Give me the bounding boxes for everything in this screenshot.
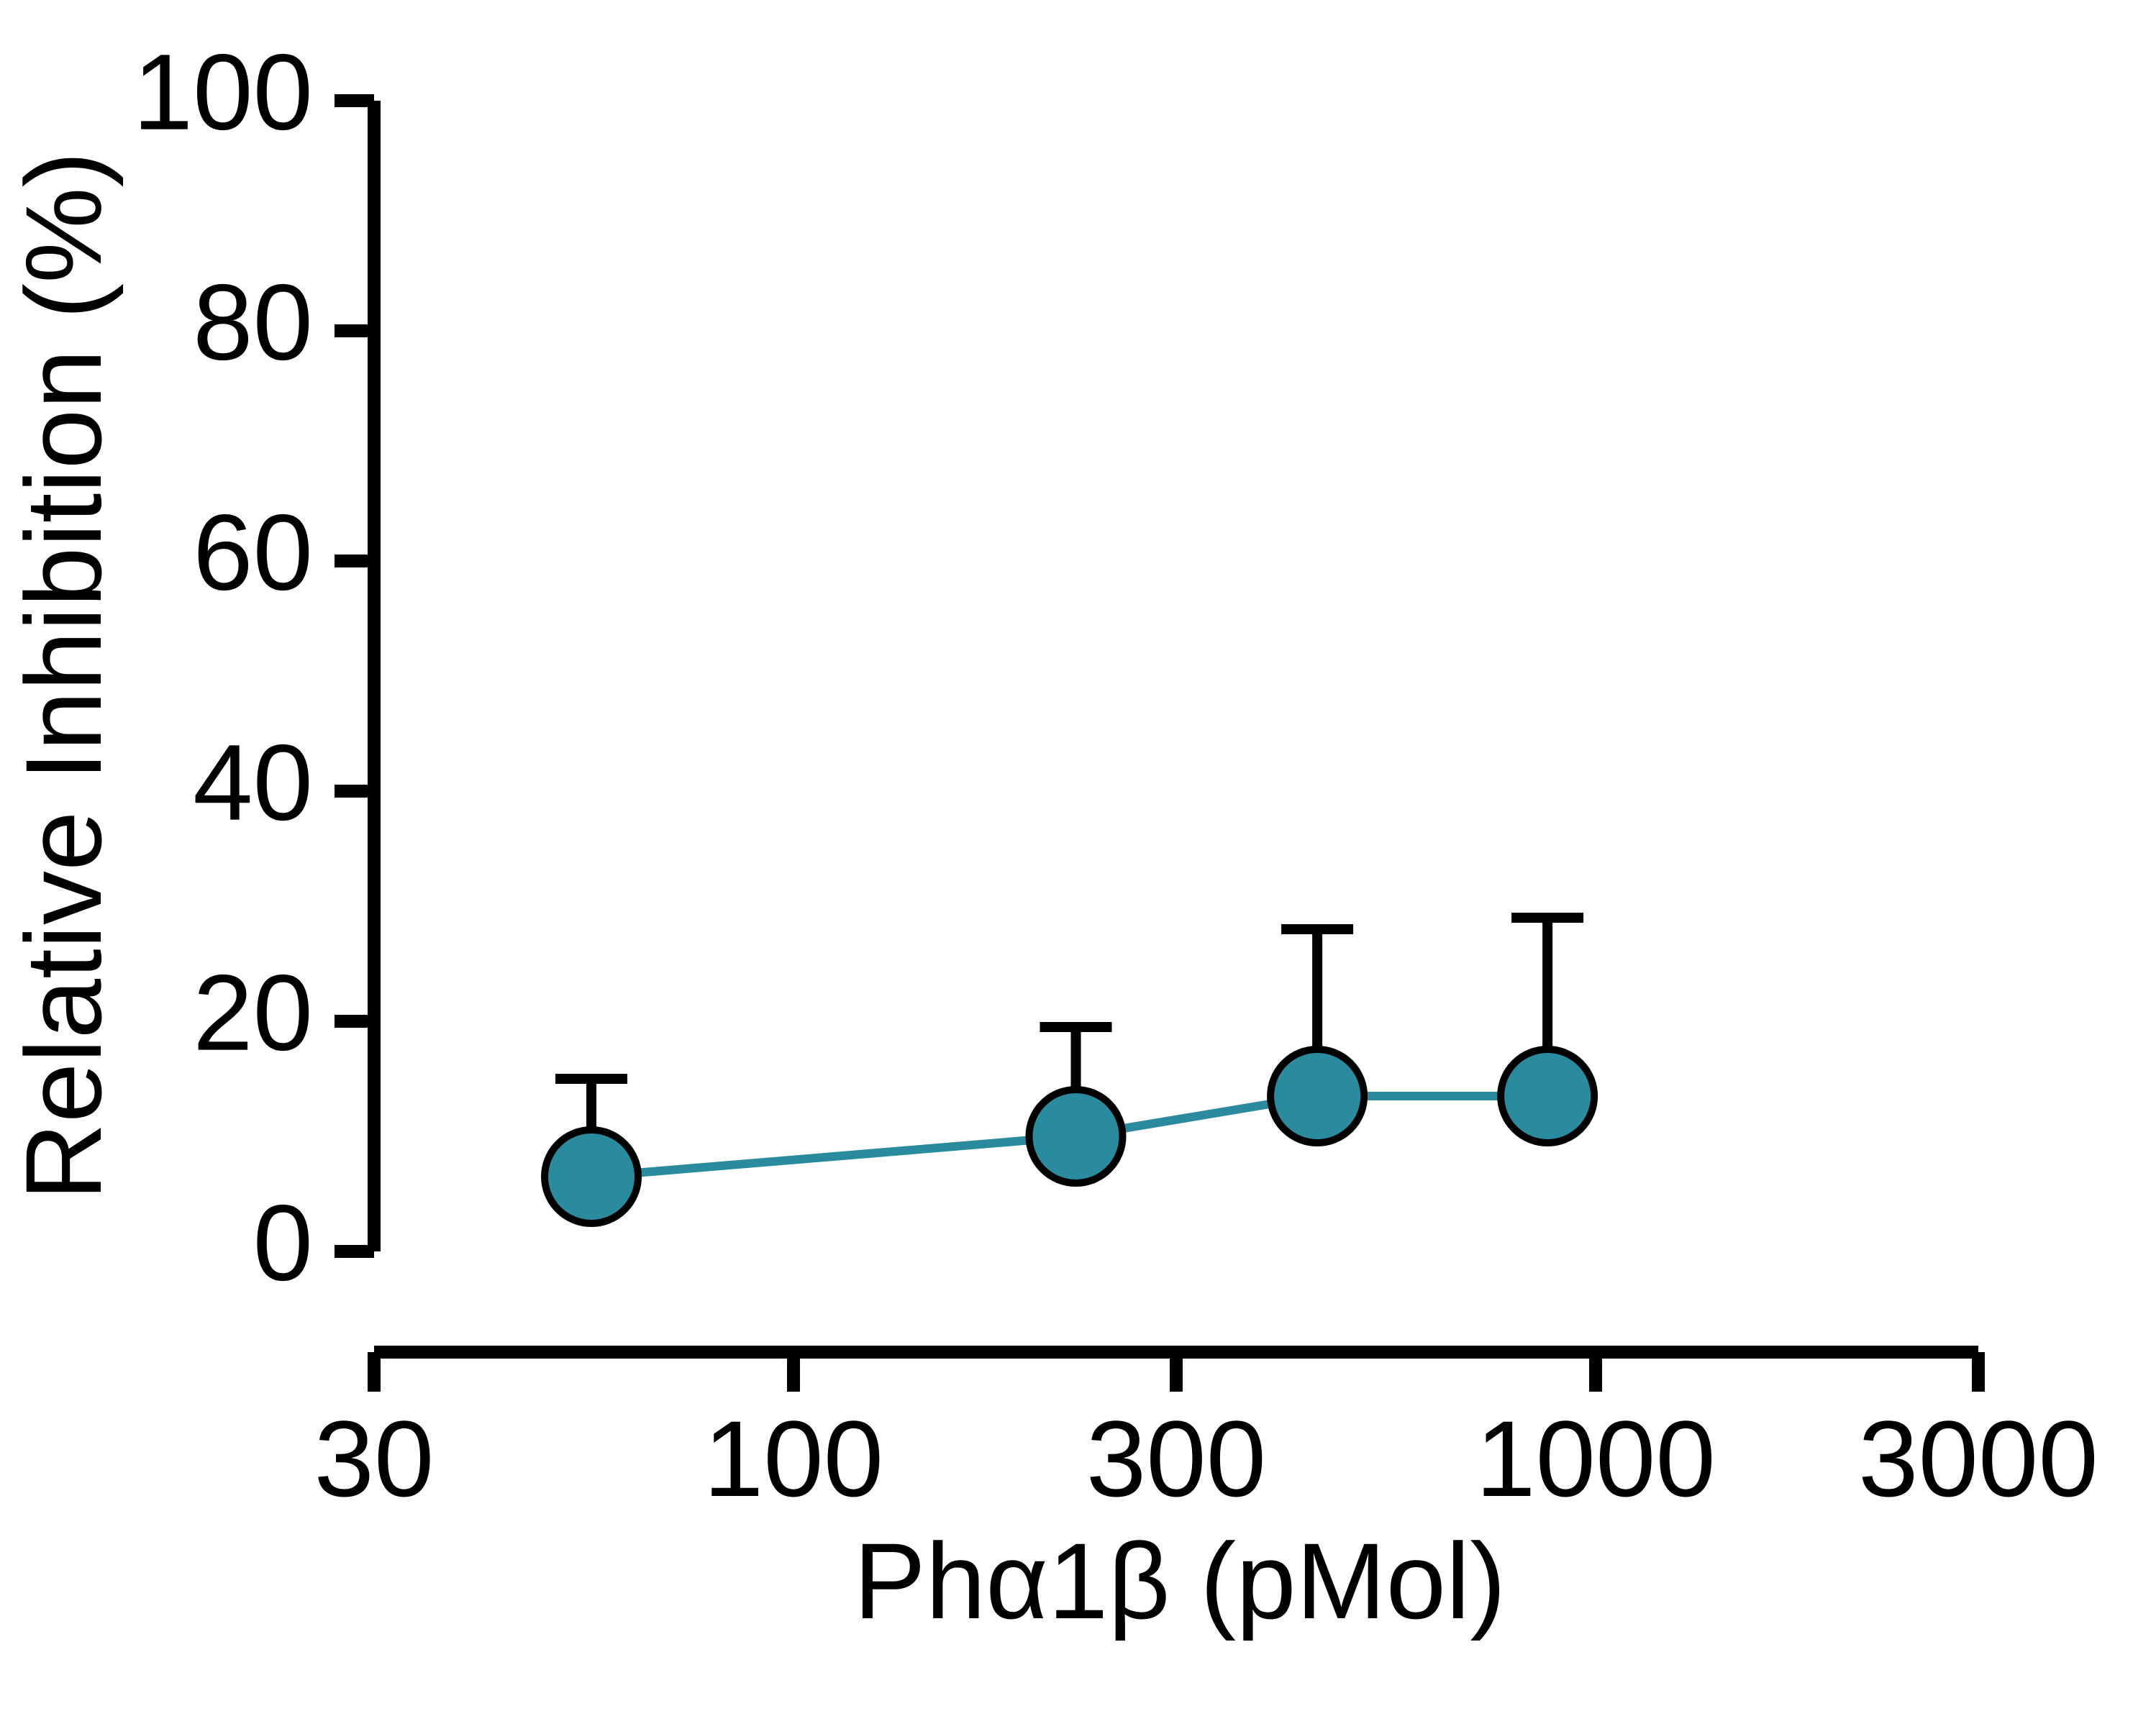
chart-container: 0 20 40 60 80 100 30 100 300 1000 3000 Relative Inh… (0, 0, 2156, 1711)
data-point (545, 1130, 638, 1223)
x-tick-label: 100 (704, 1398, 883, 1519)
x-tick-label: 3000 (1858, 1398, 2098, 1519)
x-tick-label: 1000 (1475, 1398, 1716, 1519)
y-tick-label: 100 (133, 32, 313, 152)
y-tick-label: 60 (193, 492, 313, 613)
x-axis-label: Phα1β (pMol) (854, 1520, 1506, 1641)
y-axis-label: Relative Inhibition (%) (3, 152, 124, 1201)
y-tick-label: 80 (193, 262, 313, 383)
y-tick-label: 0 (253, 1182, 313, 1303)
inhibition-chart: 0 20 40 60 80 100 30 100 300 1000 3000 Relative Inh… (0, 0, 2156, 1711)
x-tick-label: 300 (1086, 1398, 1266, 1519)
y-tick-label: 20 (193, 952, 313, 1073)
data-point (1270, 1049, 1364, 1143)
data-point (1029, 1090, 1123, 1183)
x-tick-label: 30 (314, 1398, 435, 1519)
y-tick-label: 40 (193, 722, 313, 843)
data-point (1501, 1049, 1594, 1143)
